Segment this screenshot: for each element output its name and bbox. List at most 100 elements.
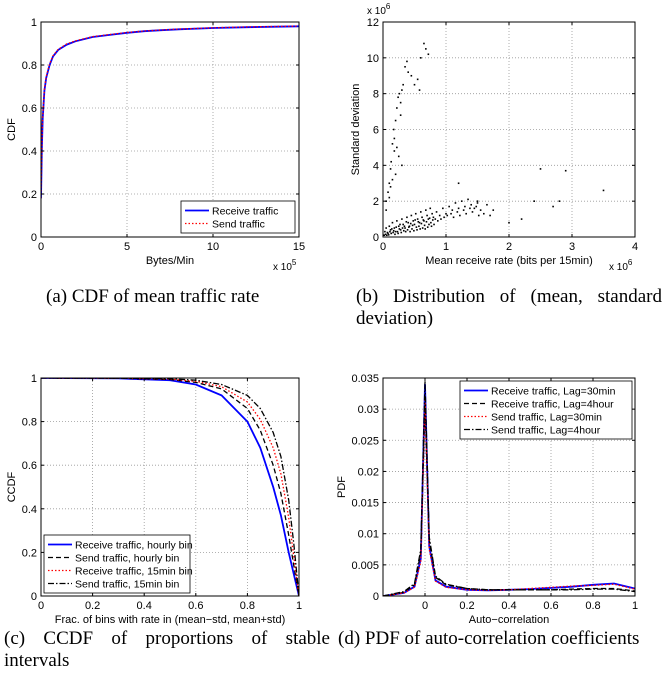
scatter-point	[413, 229, 415, 232]
scatter-point	[533, 200, 535, 202]
x-tick-label: 0	[422, 600, 428, 612]
series-line-0	[41, 25, 299, 199]
y-tick-label: 0	[373, 591, 379, 603]
scatter-point	[410, 214, 413, 217]
scatter-point	[389, 229, 392, 231]
scatter-point	[387, 191, 389, 194]
scatter-point	[400, 231, 403, 234]
scatter-point	[420, 222, 423, 225]
y-axis-label: PDF	[336, 476, 348, 498]
legend-label: Send traffic, hourly bin	[75, 553, 179, 565]
scatter-point	[408, 226, 410, 228]
scatter-point	[462, 209, 465, 211]
scatter-point	[428, 223, 430, 226]
y-tick-label: 0.01	[358, 529, 379, 541]
scatter-point	[384, 233, 387, 236]
scatter-point	[427, 218, 430, 220]
scatter-point	[508, 221, 510, 224]
scatter-point	[393, 227, 396, 229]
caption-a: (a) CDF of mean traffic rate	[46, 286, 260, 307]
scatter-point	[448, 205, 450, 208]
scatter-point	[392, 128, 395, 131]
x-tick-label: 0	[38, 600, 44, 612]
legend-box	[459, 380, 633, 440]
scatter-point	[399, 114, 402, 116]
scatter-point	[407, 221, 409, 224]
scatter-point	[391, 178, 394, 181]
scatter-point	[416, 78, 419, 81]
scatter-point	[426, 214, 428, 217]
y-tick-label: 0	[373, 232, 379, 244]
scatter-point	[401, 218, 403, 220]
scatter-point	[430, 225, 433, 228]
scatter-point	[438, 214, 441, 217]
y-tick-label: 0.005	[351, 560, 379, 572]
scatter-point	[399, 223, 401, 226]
y-tick-label: 1	[31, 17, 37, 29]
scatter-point	[393, 150, 396, 152]
scatter-point	[385, 227, 387, 229]
scatter-point	[457, 182, 460, 185]
scatter-point	[445, 212, 447, 215]
scatter-point	[394, 173, 397, 176]
scatter-point	[390, 232, 392, 235]
scatter-point	[389, 168, 392, 170]
scatter-point	[402, 223, 404, 226]
scatter-point	[403, 225, 406, 228]
x-axis-label: Frac. of bins with rate in (mean−std, me…	[55, 614, 286, 626]
legend-label: Send traffic, Lag=4hour	[491, 425, 601, 437]
scatter-point	[388, 225, 391, 228]
axes-box	[40, 21, 300, 238]
scatter-point	[424, 228, 427, 230]
x-exponent-label: x 106	[609, 258, 633, 273]
scatter-point	[396, 146, 398, 149]
scatter-point	[456, 211, 459, 213]
scatter-point	[385, 234, 388, 237]
y-tick-label: 0.02	[358, 466, 379, 478]
scatter-point	[437, 220, 439, 222]
x-tick-label: 0.4	[137, 600, 152, 612]
scatter-point	[388, 182, 391, 185]
scatter-point	[422, 219, 425, 221]
scatter-point	[385, 209, 387, 211]
y-tick-label: 0.4	[22, 146, 37, 158]
scatter-point	[408, 225, 411, 228]
scatter-point	[489, 214, 491, 217]
scatter-point	[392, 231, 394, 234]
scatter-point	[539, 168, 542, 170]
scatter-point	[450, 212, 452, 215]
scatter-point	[411, 224, 414, 227]
scatter-point	[399, 229, 402, 231]
scatter-point	[413, 223, 416, 226]
scatter-point	[464, 205, 466, 208]
scatter-point	[387, 234, 390, 236]
x-axis-label: Mean receive rate (bits per 15min)	[425, 255, 593, 267]
scatter-point	[414, 219, 416, 221]
scatter-point	[479, 209, 482, 211]
scatter-point	[420, 211, 422, 213]
x-exponent-power: 5	[292, 258, 297, 267]
x-tick-label: 0.6	[188, 600, 203, 612]
scatter-point	[446, 214, 449, 217]
plot-area	[41, 378, 299, 596]
scatter-point	[404, 227, 406, 229]
scatter-point	[428, 217, 431, 219]
scatter-point	[473, 207, 476, 210]
scatter-point	[397, 232, 399, 235]
y-tick-label: 0.015	[351, 498, 379, 510]
scatter-point	[418, 225, 420, 228]
scatter-point	[443, 216, 445, 219]
scatter-point	[406, 60, 408, 63]
scatter-point	[471, 211, 474, 213]
scatter-point	[384, 230, 386, 233]
scatter-point	[476, 200, 479, 202]
x-tick-label: 15	[293, 241, 305, 253]
x-tick-label: 1	[296, 600, 302, 612]
y-tick-label: 8	[373, 89, 379, 101]
caption-d: (d) PDF of auto-correlation coefficients	[338, 628, 640, 649]
x-tick-label: 0.4	[501, 600, 516, 612]
y-tick-label: 0	[31, 232, 37, 244]
x-tick-label: 0.2	[459, 600, 474, 612]
scatter-point	[388, 196, 391, 199]
